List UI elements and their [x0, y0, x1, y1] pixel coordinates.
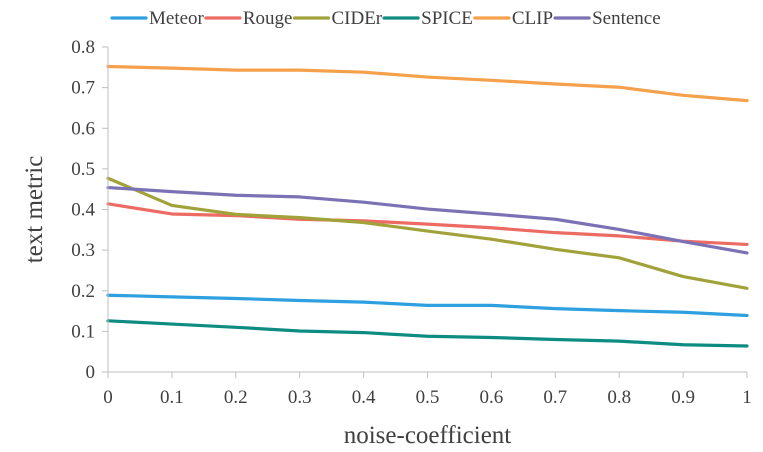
y-axis-ticks: 0 0.1 0.2 0.3 0.4 0.5 0.6 0.7 0.8 [71, 37, 108, 383]
legend: Meteor Rouge CIDEr SPICE CLIP Sentence [110, 8, 661, 29]
y-tick-label: 0.3 [71, 240, 95, 261]
legend-item-rouge: Rouge [204, 8, 293, 29]
series-group [106, 64, 749, 348]
x-tick-label: 0.7 [543, 387, 567, 408]
x-tick-label: 0.5 [416, 387, 440, 408]
y-tick-label: 0.6 [71, 118, 95, 139]
plot-area: 00.10.20.30.40.50.60.70.8 0 0.1 0.2 0.3 0.4 0… [71, 37, 752, 408]
y-tick-label: 0.4 [71, 200, 95, 221]
legend-label: CLIP [512, 8, 553, 29]
x-tick-label: 0.2 [224, 387, 248, 408]
y-tick-label: 0.5 [71, 159, 95, 180]
legend-label: Rouge [243, 8, 293, 29]
x-tick-label: 0.8 [607, 387, 631, 408]
legend-item-clip: CLIP [473, 8, 553, 29]
x-axis-ticks: 0 0.1 0.2 0.3 0.4 0.5 0.6 0.7 0.8 0.9 1 [103, 372, 752, 408]
legend-item-meteor: Meteor [110, 8, 205, 29]
legend-label: CIDEr [331, 8, 382, 29]
series-line-clip [106, 64, 749, 103]
x-tick-label: 0.3 [288, 387, 312, 408]
series-line-sentence [106, 185, 749, 255]
legend-item-sentence: Sentence [553, 8, 661, 29]
series-line-spice [106, 319, 749, 348]
y-tick-label: 0.1 [71, 321, 95, 342]
x-tick-label: 0 [103, 387, 113, 408]
x-tick-label: 0.1 [160, 387, 184, 408]
y-axis-title: text metric [21, 156, 48, 264]
x-tick-label: 1 [742, 387, 752, 408]
x-axis-title: noise-coefficient [344, 422, 512, 449]
legend-label: Sentence [592, 8, 661, 29]
series-line-meteor [106, 293, 749, 318]
y-tick-label: 0.2 [71, 281, 95, 302]
series-line-cider [106, 176, 749, 290]
y-tick-label: 0.7 [71, 78, 95, 99]
y-tick-label: 0.8 [71, 37, 95, 58]
legend-item-spice: SPICE [382, 8, 473, 29]
legend-item-cider: CIDEr [292, 8, 383, 29]
x-tick-label: 0.9 [671, 387, 695, 408]
series-line-rouge [106, 202, 749, 247]
x-tick-label: 0.4 [352, 387, 376, 408]
y-tick-label: 0 [86, 362, 96, 383]
legend-label: Meteor [149, 8, 205, 29]
x-tick-label: 0.6 [480, 387, 504, 408]
legend-label: SPICE [421, 8, 473, 29]
